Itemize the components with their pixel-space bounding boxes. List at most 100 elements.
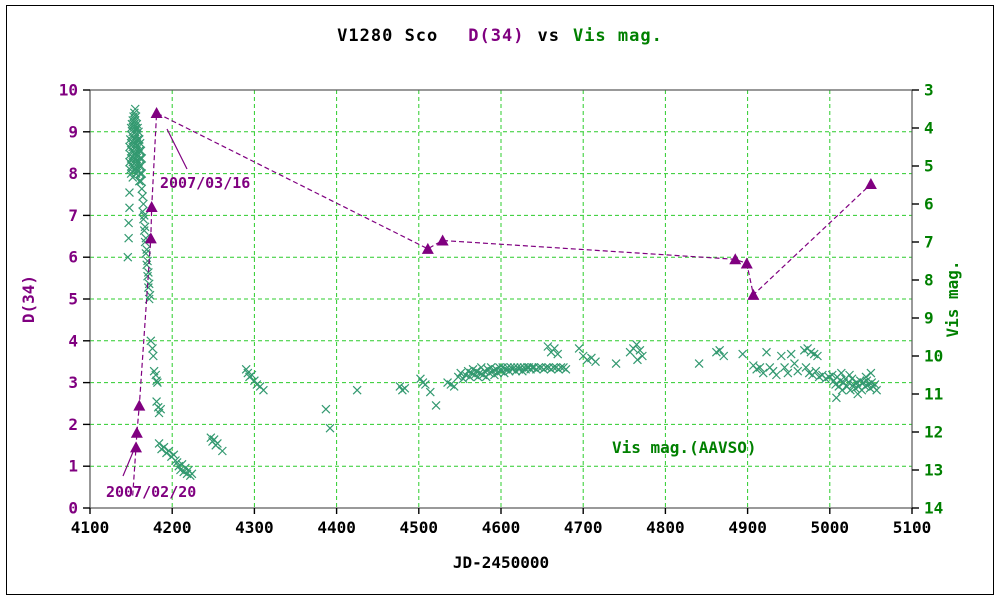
vis-mag-point <box>135 138 145 148</box>
vis-mag-point <box>633 355 642 365</box>
vis-mag-point <box>870 380 880 389</box>
vis-mag-point <box>762 347 771 357</box>
vis-mag-point <box>136 146 146 156</box>
vis-mag-point <box>456 368 466 378</box>
left-tick-label: 5 <box>68 290 78 309</box>
vis-mag-point <box>831 393 841 403</box>
vis-mag-point <box>534 362 544 372</box>
x-tick-label: 4300 <box>235 518 274 537</box>
vis-mag-point <box>632 340 642 350</box>
left-tick-label: 0 <box>68 499 78 518</box>
vis-mag-point <box>352 385 362 395</box>
vis-mag-point <box>813 351 822 361</box>
right-tick-label: 9 <box>924 309 934 328</box>
right-tick-label: 12 <box>924 423 943 442</box>
vis-mag-point <box>786 349 796 359</box>
x-tick-label: 4100 <box>71 518 110 537</box>
annotation-leader-line <box>122 451 134 477</box>
left-tick-label: 10 <box>59 81 78 100</box>
d34-triangle-point <box>144 232 157 244</box>
vis-mag-point <box>866 368 876 378</box>
vis-mag-point <box>156 404 166 414</box>
vis-mag-point <box>793 366 803 376</box>
vis-mag-point <box>135 169 145 179</box>
vis-mag-point <box>164 446 174 456</box>
right-tick-label: 3 <box>924 81 934 100</box>
title-vismag-label: Vis mag. <box>572 26 663 46</box>
vis-mag-point <box>872 385 882 395</box>
d34-triangle-point <box>864 178 877 190</box>
vis-mag-point <box>543 342 553 351</box>
vis-mag-point <box>845 385 855 395</box>
vis-mag-point <box>847 374 857 384</box>
vis-mag-point <box>861 372 871 382</box>
vis-mag-point <box>139 199 148 209</box>
vis-mag-point <box>561 364 571 374</box>
plot-border <box>89 89 913 509</box>
vis-mag-point <box>776 351 786 361</box>
vis-mag-point <box>771 370 781 380</box>
vis-mag-point <box>591 357 600 367</box>
vis-mag-point <box>758 368 768 378</box>
x-tick-label: 4800 <box>646 518 685 537</box>
vis-mag-point <box>425 387 435 397</box>
vis-mag-point <box>187 469 197 479</box>
vis-mag-point <box>136 176 146 186</box>
vis-mag-point <box>837 385 847 395</box>
annotation-leader-line <box>166 128 188 170</box>
x-tick-label: 4400 <box>317 518 356 537</box>
vis-mag-point <box>125 188 134 198</box>
annotation-date-label: 2007/03/16 <box>160 174 250 192</box>
vis-mag-point <box>124 218 134 228</box>
vis-mag-point <box>574 343 584 353</box>
vis-mag-point <box>836 368 846 378</box>
vis-mag-point <box>152 376 162 386</box>
vis-mag-point <box>611 359 621 369</box>
x-tick-label: 4700 <box>564 518 603 537</box>
vis-mag-point <box>553 349 563 359</box>
vis-mag-point <box>550 343 559 353</box>
vis-mag-point <box>780 362 790 372</box>
annotations-layer: 2007/03/16 2007/02/20 Vis mag.(AAVSO) <box>106 128 757 501</box>
left-tick-label: 4 <box>68 331 78 350</box>
vis-mag-point <box>637 351 647 361</box>
right-tick-label: 8 <box>924 271 934 290</box>
left-tick-label: 9 <box>68 122 78 141</box>
vis-mag-point <box>136 161 146 171</box>
vis-mag-point <box>549 362 559 372</box>
vis-mag-point <box>123 252 133 262</box>
vis-mag-point <box>217 446 227 456</box>
vis-mag-point <box>325 423 335 433</box>
vis-mag-point <box>458 374 468 384</box>
left-tick-label: 3 <box>68 373 78 392</box>
vis-mag-point <box>321 404 331 414</box>
d34-triangle-point <box>436 234 449 246</box>
vis-mag-point <box>801 362 811 372</box>
vis-mag-point <box>556 362 566 372</box>
x-axis-title: JD-2450000 <box>453 553 549 572</box>
left-tick-label: 6 <box>68 248 78 267</box>
right-tick-label: 6 <box>924 195 934 214</box>
right-tick-label: 13 <box>924 461 943 480</box>
vis-mag-point <box>144 279 154 289</box>
vis-mag-point <box>137 153 147 163</box>
vis-mag-point <box>845 370 854 380</box>
vis-mag-point <box>431 400 441 410</box>
vis-mag-point <box>635 345 645 355</box>
x-tick-label: 4200 <box>153 518 192 537</box>
vis-mag-point <box>715 345 725 355</box>
vis-mag-point <box>137 169 147 179</box>
right-tick-label: 7 <box>924 233 934 252</box>
d34-triangle-point <box>133 399 146 411</box>
vis-mag-point <box>247 370 257 380</box>
vis-mag-point <box>453 372 463 382</box>
d34-triangle-point <box>729 253 742 265</box>
vis-mag-point <box>212 438 222 448</box>
vis-mag-point <box>143 267 153 277</box>
d34-triangle-point <box>150 106 163 118</box>
d34-triangle-point <box>145 201 158 213</box>
left-tick-label: 7 <box>68 206 78 225</box>
vis-mag-point <box>138 191 148 201</box>
left-tick-label: 1 <box>68 457 78 476</box>
